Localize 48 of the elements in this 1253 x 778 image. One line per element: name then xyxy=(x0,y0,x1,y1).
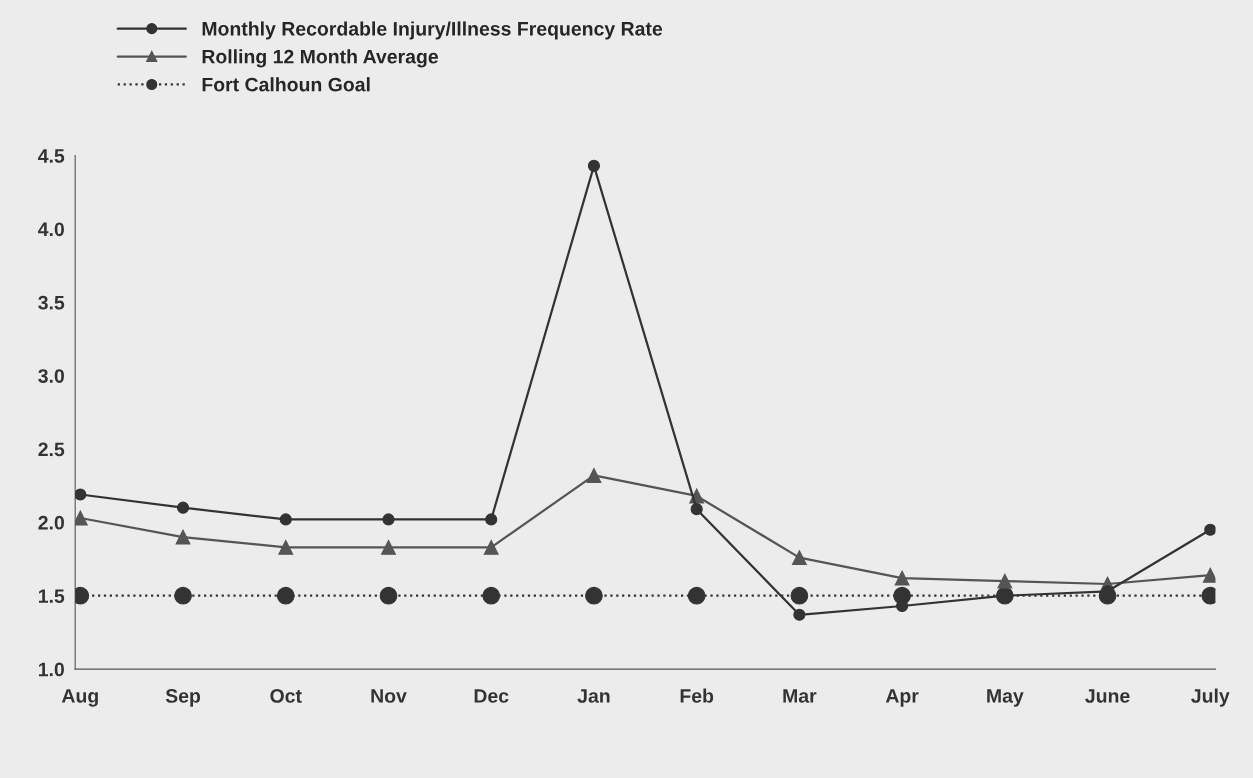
x-tick-label: Jan xyxy=(577,689,610,703)
point xyxy=(174,586,192,605)
y-tick-label: 1.5 xyxy=(38,589,65,603)
x-tick-label: June xyxy=(1085,689,1130,703)
point xyxy=(276,586,295,605)
point xyxy=(279,513,292,526)
point xyxy=(690,503,703,516)
point xyxy=(793,608,806,621)
y-tick-label: 3.5 xyxy=(38,295,65,310)
point xyxy=(485,513,498,526)
point xyxy=(175,529,191,545)
legend-label: Rolling 12 Month Average xyxy=(202,49,438,68)
point xyxy=(790,586,809,605)
point xyxy=(75,488,87,501)
point xyxy=(586,467,602,483)
y-tick-label: 1.0 xyxy=(38,662,64,677)
x-tick-label: July xyxy=(1191,688,1230,707)
point xyxy=(587,159,601,172)
x-tick-label: Mar xyxy=(783,689,817,703)
point xyxy=(483,539,499,555)
point xyxy=(585,586,603,605)
point xyxy=(482,586,501,605)
point xyxy=(382,513,395,526)
point xyxy=(791,550,807,566)
point xyxy=(894,570,910,586)
x-tick-label: Nov xyxy=(371,689,407,703)
point xyxy=(176,501,190,514)
point xyxy=(381,539,396,555)
point xyxy=(1204,523,1216,536)
legend-label: Monthly Recordable Injury/Illness Frequency Rate xyxy=(202,21,663,40)
x-tick-label: Apr xyxy=(885,689,919,707)
x-tick-label: Feb xyxy=(680,688,714,703)
x-tick-label: Oct xyxy=(270,689,302,703)
point xyxy=(379,586,398,605)
point xyxy=(997,573,1013,589)
y-tick-label: 2.5 xyxy=(38,442,65,457)
legend-label: Fort Calhoun Goal xyxy=(202,77,370,92)
y-tick-label: 4.0 xyxy=(38,222,64,237)
point xyxy=(278,539,294,555)
x-tick-label: May xyxy=(987,689,1024,707)
point xyxy=(1202,567,1216,583)
y-tick-label: 4.5 xyxy=(38,149,65,163)
x-tick-label: Sep xyxy=(165,689,201,707)
y-tick-label: 3.0 xyxy=(38,369,64,383)
point xyxy=(687,586,706,605)
y-tick-label: 2.0 xyxy=(38,515,64,530)
x-tick-label: Aug xyxy=(61,689,98,707)
x-tick-label: Dec xyxy=(474,689,509,703)
